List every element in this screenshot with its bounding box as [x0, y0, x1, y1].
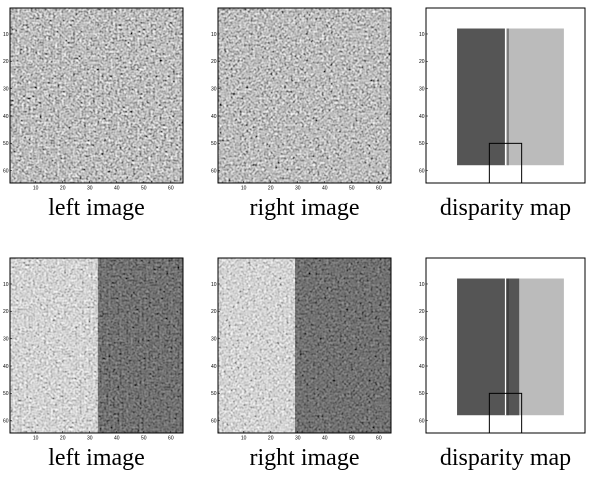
- y-tick-label: 20: [211, 59, 217, 65]
- y-tick-label: 40: [3, 364, 9, 370]
- x-tick-label: 20: [60, 436, 66, 442]
- x-tick-label: 60: [168, 186, 174, 192]
- x-tick-label: 30: [87, 436, 93, 442]
- y-tick-label: 60: [3, 418, 9, 424]
- x-tick-label: 10: [33, 436, 39, 442]
- noise-image: [218, 8, 391, 183]
- x-tick-label: 20: [60, 186, 66, 192]
- y-tick-label: 40: [419, 114, 425, 120]
- y-tick-label: 20: [3, 59, 9, 65]
- y-tick-label: 50: [419, 141, 425, 147]
- y-tick-label: 20: [211, 309, 217, 315]
- panel: 10 20 30 40 50 60 10 20 30 40 50 60 left image: [3, 8, 183, 221]
- x-tick-label: 40: [114, 436, 120, 442]
- panel-caption: disparity map: [440, 445, 571, 471]
- panel: 10 20 30 40 50 60 disparity map: [419, 8, 585, 221]
- x-tick-label: 50: [349, 436, 355, 442]
- panel-caption: left image: [48, 445, 145, 471]
- panel-caption: left image: [48, 195, 145, 221]
- x-tick-label: 50: [349, 186, 355, 192]
- x-tick-label: 20: [268, 436, 274, 442]
- y-tick-label: 30: [3, 336, 9, 342]
- y-tick-label: 60: [419, 418, 425, 424]
- dark-half: [98, 258, 183, 433]
- x-tick-label: 10: [241, 186, 247, 192]
- x-tick-label: 60: [168, 436, 174, 442]
- y-tick-label: 40: [3, 114, 9, 120]
- x-tick-label: 40: [322, 186, 328, 192]
- x-tick-label: 50: [141, 436, 147, 442]
- y-tick-label: 50: [3, 141, 9, 147]
- x-tick-label: 20: [268, 186, 274, 192]
- panel: 10 20 30 40 50 60 10 20 30 40 50 60 right image: [211, 8, 391, 221]
- bright-half: [218, 258, 295, 433]
- x-tick-label: 40: [322, 436, 328, 442]
- y-tick-label: 10: [3, 282, 9, 288]
- y-tick-label: 60: [211, 418, 217, 424]
- y-tick-label: 10: [211, 282, 217, 288]
- y-tick-label: 60: [211, 168, 217, 174]
- y-tick-label: 10: [211, 32, 217, 38]
- panel: 10 20 30 40 50 60 disparity map: [419, 258, 585, 471]
- y-tick-label: 10: [419, 32, 425, 38]
- y-tick-label: 40: [211, 364, 217, 370]
- y-tick-label: 40: [419, 364, 425, 370]
- dark-half: [295, 258, 391, 433]
- y-tick-label: 30: [211, 336, 217, 342]
- y-tick-label: 50: [3, 391, 9, 397]
- region-light: [506, 29, 564, 166]
- panel-caption: disparity map: [440, 195, 571, 221]
- x-tick-label: 50: [141, 186, 147, 192]
- x-tick-label: 30: [87, 186, 93, 192]
- y-tick-label: 10: [3, 32, 9, 38]
- y-tick-label: 50: [211, 391, 217, 397]
- panel: 10 20 30 40 50 60 10 20 30 40 50 60 left image: [3, 258, 183, 471]
- panel-caption: right image: [250, 445, 360, 471]
- y-tick-label: 50: [211, 141, 217, 147]
- x-tick-label: 30: [295, 186, 301, 192]
- y-tick-label: 60: [419, 168, 425, 174]
- bright-half: [10, 258, 98, 433]
- region-mid: [506, 279, 520, 416]
- figure: 10 20 30 40 50 60 10 20 30 40 50 60 left image 10 20 30…: [0, 0, 589, 480]
- region-dark: [457, 29, 505, 166]
- x-tick-label: 30: [295, 436, 301, 442]
- y-tick-label: 30: [211, 86, 217, 92]
- y-tick-label: 20: [419, 309, 425, 315]
- x-tick-label: 40: [114, 186, 120, 192]
- y-tick-label: 50: [419, 391, 425, 397]
- y-tick-label: 60: [3, 168, 9, 174]
- y-tick-label: 10: [419, 282, 425, 288]
- x-tick-label: 10: [241, 436, 247, 442]
- y-tick-label: 40: [211, 114, 217, 120]
- region-dark: [457, 279, 505, 416]
- x-tick-label: 10: [33, 186, 39, 192]
- y-tick-label: 30: [419, 336, 425, 342]
- y-tick-label: 30: [419, 86, 425, 92]
- y-tick-label: 30: [3, 86, 9, 92]
- y-tick-label: 20: [419, 59, 425, 65]
- panel-caption: right image: [250, 195, 360, 221]
- panel: 10 20 30 40 50 60 10 20 30 40 50 60 right image: [211, 258, 391, 471]
- y-tick-label: 20: [3, 309, 9, 315]
- x-tick-label: 60: [376, 436, 382, 442]
- noise-image: [10, 8, 183, 183]
- x-tick-label: 60: [376, 186, 382, 192]
